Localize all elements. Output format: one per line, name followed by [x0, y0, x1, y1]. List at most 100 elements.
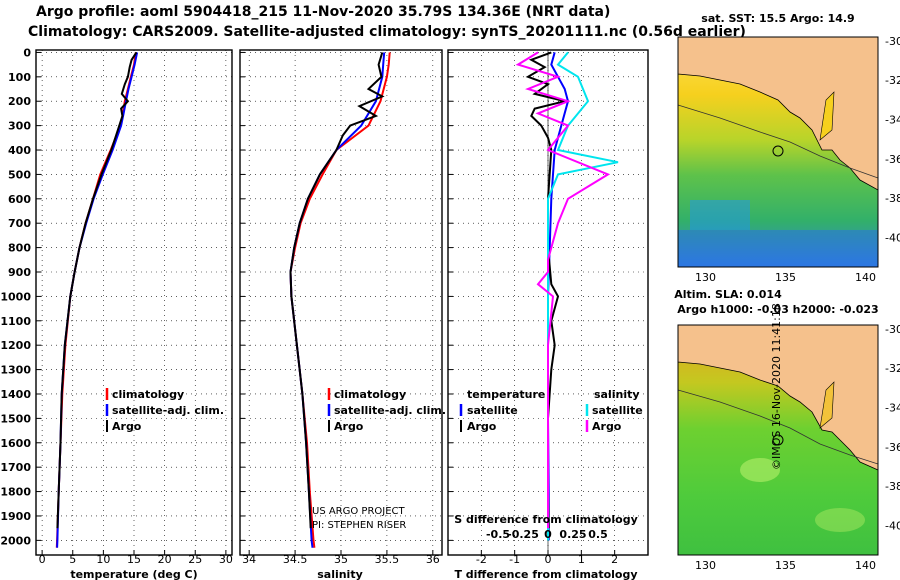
t-difference-axis-label: T difference from climatology [454, 568, 637, 580]
imos-timestamp: ©IMOS 16-Nov-2020 11:41:18 [770, 303, 783, 470]
depth-tick-label: 0 [23, 46, 31, 59]
depth-tick-label: 400 [8, 144, 31, 157]
series-line-argo [289, 52, 385, 529]
s-difference-tick-label: -0.25 [507, 528, 539, 541]
depth-tick-label: 1500 [0, 412, 31, 425]
map-lat-tick-label: -40 [885, 520, 900, 533]
sst-profile-marker [772, 145, 784, 157]
sst-land-mass [677, 36, 879, 191]
depth-tick-label: 900 [8, 266, 31, 279]
series-line-salinity-argo [515, 51, 611, 529]
map-lat-tick-label: -40 [885, 232, 900, 245]
series-line-climatology [289, 52, 391, 548]
depth-tick-label: 1100 [0, 315, 31, 328]
x-tick-label: 5 [69, 553, 76, 566]
depth-tick-label: 200 [8, 95, 31, 108]
sla-shelf-contour [677, 389, 879, 465]
x-tick-label: 2 [611, 553, 618, 566]
map-lon-tick-label: 130 [695, 271, 716, 284]
project-annotation-line1: US ARGO PROJECT [312, 506, 406, 517]
map-lat-tick-label: -34 [885, 114, 900, 127]
legend-sal-argo-label: Argo [592, 420, 622, 433]
depth-tick-label: 300 [8, 120, 31, 133]
s-difference-tick-label: 0 [544, 528, 552, 541]
map-lat-tick-label: -30 [885, 35, 900, 48]
map-lon-tick-label: 135 [775, 559, 796, 572]
depth-tick-label: 800 [8, 242, 31, 255]
temperature-legend: climatology satellite-adj. clim. Argo [105, 388, 224, 433]
depth-tick-label: 1200 [0, 339, 31, 352]
sst-map-title: sat. SST: 15.5 Argo: 14.9 [701, 12, 854, 25]
chart-title-line2: Climatology: CARS2009. Satellite-adjuste… [28, 24, 746, 40]
depth-tick-label: 1700 [0, 461, 31, 474]
map-lon-tick-label: 130 [695, 559, 716, 572]
sla-map [677, 324, 879, 556]
x-tick-label: 25 [188, 553, 202, 566]
x-tick-label: 0 [39, 553, 46, 566]
sst-map [677, 36, 879, 268]
map-lat-tick-label: -36 [885, 153, 900, 166]
x-tick-label: 0 [545, 553, 552, 566]
x-tick-label: 15 [127, 553, 141, 566]
legend-temp-argo-label: Argo [467, 420, 497, 433]
x-tick-label: 35.5 [375, 553, 400, 566]
x-tick-label: -2 [476, 553, 487, 566]
sla-map-subtitle: Argo h1000: -0.03 h2000: -0.023 [677, 303, 878, 316]
depth-tick-label: 1800 [0, 486, 31, 499]
depth-tick-label: 1900 [0, 510, 31, 523]
map-lat-tick-label: -34 [885, 402, 900, 415]
difference-legend: temperature satellite Argo salinity sate… [459, 388, 643, 433]
depth-tick-label: 2000 [0, 534, 31, 547]
x-tick-label: 36 [426, 553, 440, 566]
series-line-argo [56, 51, 138, 529]
x-tick-label: 34 [242, 553, 256, 566]
chart-title-line1: Argo profile: aoml 5904418_215 11-Nov-20… [36, 4, 611, 20]
legend-satellite-label: satellite-adj. clim. [334, 404, 446, 417]
sla-profile-marker [772, 434, 784, 446]
temperature-axis-label: temperature (deg C) [70, 568, 197, 580]
salinity-legend: climatology satellite-adj. clim. Argo [327, 388, 446, 433]
depth-tick-label: 1400 [0, 388, 31, 401]
depth-tick-label: 700 [8, 217, 31, 230]
map-lon-tick-label: 135 [775, 271, 796, 284]
depth-tick-label: 1000 [0, 290, 31, 303]
map-lat-tick-label: -38 [885, 480, 900, 493]
project-annotation-line2: PI: STEPHEN RISER [312, 520, 406, 531]
map-lat-tick-label: -32 [885, 74, 900, 87]
legend-climatology-label: climatology [334, 388, 406, 401]
map-lat-tick-label: -36 [885, 441, 900, 454]
legend-temperature-heading: temperature [467, 388, 545, 401]
legend-climatology-label: climatology [112, 388, 184, 401]
map-lat-tick-label: -32 [885, 362, 900, 375]
depth-tick-label: 1600 [0, 437, 31, 450]
map-lon-tick-label: 140 [855, 271, 876, 284]
x-tick-label: 10 [96, 553, 110, 566]
sla-gulf [819, 381, 835, 429]
sst-gulf [819, 91, 835, 141]
legend-sal-satellite-label: satellite [592, 404, 643, 417]
sla-map-title: Altim. SLA: 0.014 [674, 288, 782, 301]
depth-tick-label: 600 [8, 193, 31, 206]
s-difference-tick-label: 0.25 [559, 528, 586, 541]
legend-satellite-label: satellite-adj. clim. [112, 404, 224, 417]
legend-temp-satellite-label: satellite [467, 404, 518, 417]
depth-tick-label: 1300 [0, 364, 31, 377]
x-tick-label: 20 [158, 553, 172, 566]
s-difference-tick-label: 0.5 [588, 528, 608, 541]
map-lon-tick-label: 140 [855, 559, 876, 572]
sla-land-mass [677, 324, 879, 471]
series-line-climatology [55, 52, 137, 548]
salinity-axis-label: salinity [317, 568, 363, 580]
legend-argo-label: Argo [112, 420, 142, 433]
legend-salinity-heading: salinity [594, 388, 640, 401]
map-lat-tick-label: -30 [885, 323, 900, 336]
depth-tick-label: 100 [8, 71, 31, 84]
sst-shelf-contour [677, 104, 879, 179]
s-difference-axis-label: S difference from climatology [454, 513, 638, 526]
legend-argo-label: Argo [334, 420, 364, 433]
x-tick-label: 35 [334, 553, 348, 566]
x-tick-label: 34.5 [283, 553, 308, 566]
map-lat-tick-label: -38 [885, 192, 900, 205]
x-tick-label: 1 [578, 553, 585, 566]
